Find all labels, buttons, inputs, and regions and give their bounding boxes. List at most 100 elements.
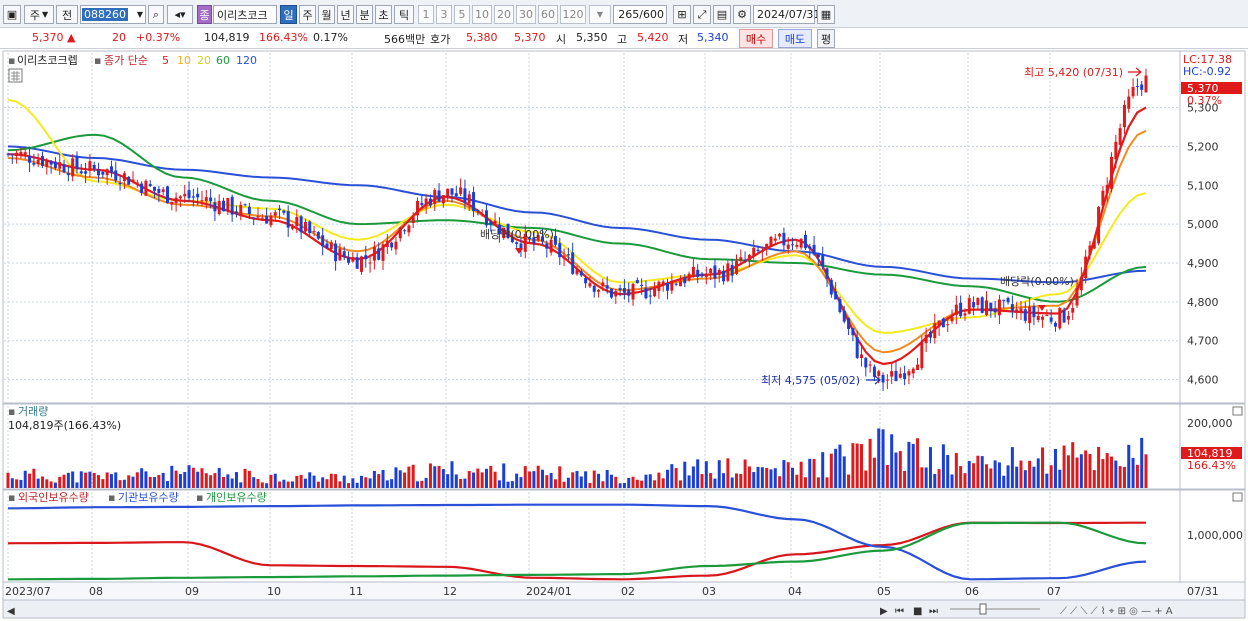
period-week[interactable]: 주 xyxy=(299,5,316,24)
period-day[interactable]: 일 xyxy=(280,5,297,24)
volume-bar xyxy=(1032,466,1036,488)
ma-line-60 xyxy=(7,133,1147,303)
candle-body xyxy=(278,208,282,210)
type-select[interactable]: 주 ▼ xyxy=(24,5,54,24)
volume-bar xyxy=(476,468,480,488)
candle-body xyxy=(566,254,570,256)
volume-bar xyxy=(877,428,881,488)
volume-bar xyxy=(196,471,200,488)
period-minute[interactable]: 분 xyxy=(356,5,373,24)
scroll-left-icon[interactable]: ◀ xyxy=(7,606,15,617)
volume-bar xyxy=(1053,449,1057,488)
stop-icon[interactable]: ■ xyxy=(913,606,922,617)
volume-bar xyxy=(799,461,803,488)
crosshair-icon[interactable]: ⊞ xyxy=(673,5,691,24)
candle-body xyxy=(618,288,622,290)
zoom-slider-handle[interactable] xyxy=(979,603,987,615)
interval-1[interactable]: 1 xyxy=(418,5,434,24)
candle-body xyxy=(666,282,670,291)
candle-body xyxy=(786,244,790,249)
volume-bar xyxy=(114,472,118,488)
volume-bars xyxy=(6,428,1148,488)
stock-name-field[interactable]: 이리츠코크 xyxy=(213,5,277,24)
draw-icon[interactable]: ⤢ xyxy=(693,5,711,24)
interval-120[interactable]: 120 xyxy=(560,5,586,24)
volume-bar xyxy=(403,472,407,488)
candle-body xyxy=(937,320,941,327)
candle-body xyxy=(1131,87,1135,97)
candle-body xyxy=(545,243,549,249)
date-field[interactable]: 2024/07/31 xyxy=(753,5,820,24)
search-icon[interactable]: ⌕ xyxy=(148,5,164,24)
volume-bar xyxy=(351,478,355,488)
interval-10[interactable]: 10 xyxy=(472,5,492,24)
sell-button[interactable]: 매도 xyxy=(778,29,812,48)
holdings-close-icon[interactable] xyxy=(1232,492,1243,502)
grid-lines xyxy=(4,53,1179,580)
candle-body xyxy=(920,342,924,369)
volume-bar xyxy=(394,467,398,488)
interval-label: 20 xyxy=(497,8,511,21)
save-icon[interactable]: ▤ xyxy=(713,5,731,24)
volume-bar xyxy=(131,476,135,488)
scroll-bar[interactable] xyxy=(2,599,1246,619)
rewind-icon[interactable]: ⏮ xyxy=(895,606,904,617)
candle-body xyxy=(217,200,221,214)
period-tick[interactable]: 틱 xyxy=(394,5,414,24)
period-second[interactable]: 초 xyxy=(375,5,392,24)
candle-body xyxy=(19,151,23,157)
candle-body xyxy=(1114,141,1118,160)
interval-5[interactable]: 5 xyxy=(454,5,470,24)
candle-body xyxy=(187,190,191,198)
interval-dropdown[interactable]: ▼ xyxy=(589,5,611,24)
dividend-annotation: 배당락(0.00%) xyxy=(480,228,554,241)
draw-tools-icon[interactable]: ⟋ ⟋ ⟍ ⟋ ⌇ ⌖ ⊞ ◎ — + A xyxy=(1060,606,1173,617)
calendar-icon[interactable]: ▦ xyxy=(817,5,835,24)
buy-button[interactable]: 매수 xyxy=(739,29,773,48)
volume-bar xyxy=(411,464,415,488)
candle-body xyxy=(571,252,575,274)
candle-body xyxy=(450,188,454,195)
x-axis-label: 05 xyxy=(877,585,891,598)
candle-body xyxy=(597,289,601,292)
candle-body xyxy=(489,221,493,225)
candle-body xyxy=(230,196,234,215)
chart-area[interactable]: 5,300 5,200 5,100 5,000 4,900 4,800 4,700 4,600… xyxy=(0,49,1248,621)
interval-60[interactable]: 60 xyxy=(538,5,558,24)
price-panel xyxy=(2,50,1181,404)
speaker-icon[interactable]: ◂▾ xyxy=(167,5,193,24)
interval-20[interactable]: 20 xyxy=(494,5,514,24)
layout-icon[interactable]: ▣ xyxy=(3,5,21,24)
holdings-legend-individual: 개인보유수량 xyxy=(206,491,267,504)
volume-bar xyxy=(308,472,312,488)
scroll-right-icon[interactable]: ▶ xyxy=(880,606,888,617)
volume-bar xyxy=(868,438,872,488)
fast-forward-icon[interactable]: ⏭ xyxy=(929,606,938,617)
interval-3[interactable]: 3 xyxy=(436,5,452,24)
volume-bar xyxy=(433,466,437,488)
count-field[interactable]: 265/600 xyxy=(613,5,667,24)
table-icon[interactable] xyxy=(8,68,23,83)
hc-label: HC:-0.92 xyxy=(1183,65,1231,78)
volume-bar xyxy=(674,468,678,488)
count-value: 265 xyxy=(618,8,640,21)
ma-legend-120: 120 xyxy=(236,54,257,67)
candle-body xyxy=(933,323,937,339)
volume-bar xyxy=(1071,442,1075,488)
eval-button[interactable]: 평 xyxy=(817,29,835,48)
interval-30[interactable]: 30 xyxy=(516,5,536,24)
candle-body xyxy=(58,162,62,169)
candle-body xyxy=(140,183,144,193)
candle-body xyxy=(269,215,273,226)
stock-chart[interactable]: 5,300 5,200 5,100 5,000 4,900 4,800 4,700 4,600… xyxy=(0,49,1248,621)
gear-icon[interactable]: ⚙ xyxy=(733,5,751,24)
period-year[interactable]: 년 xyxy=(337,5,354,24)
price-y-tick: 5,000 xyxy=(1187,218,1219,231)
candle-body xyxy=(135,182,139,184)
candle-body xyxy=(1006,298,1010,303)
volume-bar xyxy=(989,468,993,488)
market-button[interactable]: 전 xyxy=(56,5,78,24)
stock-code-input[interactable]: 088260 ▼ xyxy=(80,5,146,24)
period-month[interactable]: 월 xyxy=(318,5,335,24)
volume-close-icon[interactable] xyxy=(1232,406,1243,416)
